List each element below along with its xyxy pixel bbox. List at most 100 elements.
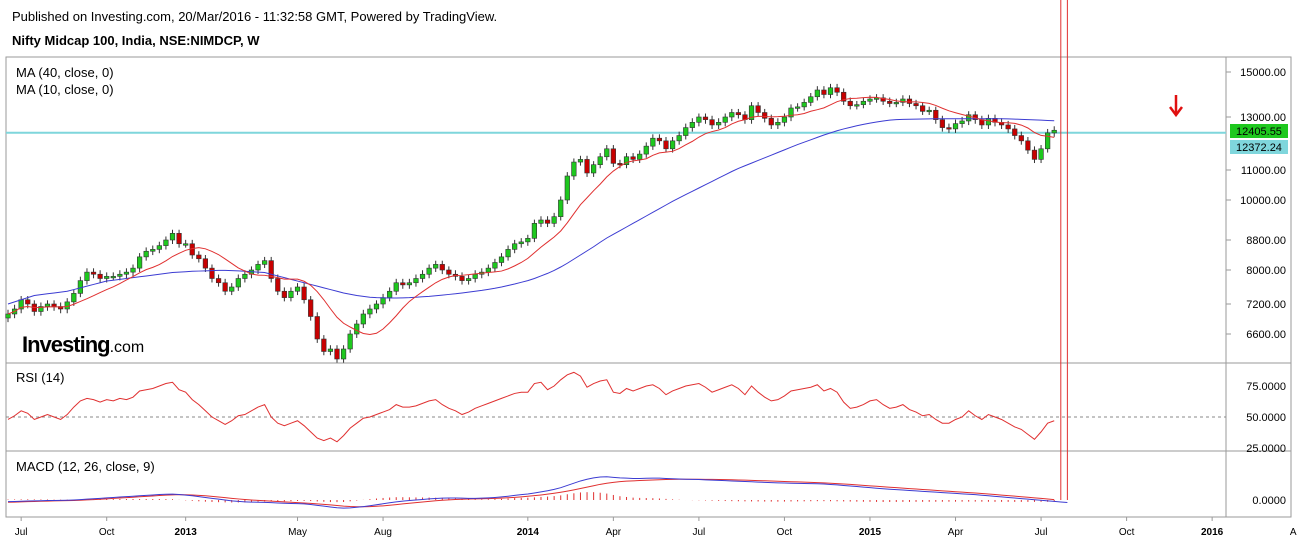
candle	[729, 108, 735, 122]
candle	[709, 115, 715, 129]
chart-frame	[5, 56, 1292, 518]
candle	[735, 108, 741, 119]
candle	[202, 255, 209, 272]
price-tick-label: 8800.00	[1246, 235, 1286, 247]
candle	[18, 296, 24, 314]
candle	[222, 278, 228, 296]
published-note: Published on Investing.com, 20/Mar/2016 …	[12, 9, 498, 24]
candle	[558, 196, 564, 221]
candle	[952, 119, 959, 133]
price-tick-label: 11000.00	[1241, 165, 1286, 177]
candle	[492, 258, 498, 272]
symbol-title: Nifty Midcap 100, India, NSE:NIMDCP, W	[12, 33, 260, 48]
candle	[58, 302, 64, 314]
candle	[97, 270, 103, 283]
candle	[966, 111, 972, 126]
candle	[860, 97, 866, 109]
candle	[702, 113, 709, 124]
candle	[380, 293, 386, 309]
ma10-legend: MA (10, close, 0)	[16, 82, 114, 97]
candle	[242, 270, 248, 283]
candle	[788, 104, 794, 122]
candle	[998, 118, 1005, 129]
date-tick-label: Aug	[374, 527, 392, 538]
candle	[762, 108, 768, 123]
candle	[775, 118, 781, 129]
candle	[689, 118, 695, 132]
candle	[308, 296, 314, 321]
candle	[84, 268, 90, 285]
candle	[137, 253, 143, 272]
candle	[262, 256, 268, 269]
candle	[71, 289, 77, 306]
last-price-label: 12405.55	[1236, 126, 1282, 138]
candle	[873, 94, 880, 103]
price-tick-label: 8000.00	[1246, 265, 1286, 277]
candlestick-series	[5, 83, 1057, 363]
date-tick-label: 2016	[1201, 527, 1224, 538]
date-tick-label: Jul	[693, 527, 706, 538]
candle	[748, 102, 755, 124]
candle	[512, 239, 518, 254]
candle	[215, 274, 222, 287]
candle	[485, 264, 491, 277]
ma-price-badge	[1230, 140, 1288, 154]
candle	[334, 345, 340, 363]
date-tick-label: Jul	[15, 527, 28, 538]
candle	[643, 142, 649, 158]
price-tick-label: 13000.00	[1240, 112, 1286, 124]
price-tick-label: 7200.00	[1246, 299, 1286, 311]
candle	[913, 99, 919, 110]
candle	[742, 111, 748, 124]
candle	[38, 302, 44, 316]
date-tick-label: Oct	[777, 527, 793, 538]
candle	[498, 253, 505, 267]
candle	[623, 153, 630, 169]
date-tick-label: 2014	[517, 527, 540, 538]
candle	[117, 270, 123, 281]
candle	[439, 260, 445, 275]
candle	[755, 102, 761, 117]
candle	[248, 266, 255, 279]
candle	[419, 270, 426, 283]
candle	[696, 113, 702, 127]
price-tick-label: 15000.00	[1240, 67, 1286, 79]
candle	[367, 304, 373, 319]
price-axis-ticks: 15000.00 13000.00 11000.00 10000.00 8800.00 8…	[1226, 67, 1286, 341]
candle	[794, 103, 801, 112]
candle	[716, 118, 722, 129]
ma-price-label: 12372.24	[1236, 142, 1282, 154]
candle	[656, 134, 663, 145]
candle	[446, 266, 452, 279]
candle	[985, 114, 992, 129]
candle	[814, 86, 820, 101]
candle	[31, 300, 37, 316]
date-tick-label: 2013	[175, 527, 198, 538]
candle	[939, 115, 945, 132]
candle	[340, 345, 347, 363]
candle	[722, 113, 728, 127]
candle	[564, 172, 570, 204]
candle	[229, 283, 235, 296]
candle	[893, 98, 899, 108]
candle	[1038, 145, 1044, 164]
macd-line	[7, 476, 1068, 509]
candle	[301, 283, 307, 304]
date-axis: Jul Oct 2013 May Aug 2014 Apr Jul Oct 2015 Apr Jul O…	[15, 517, 1297, 538]
date-tick-label: Oct	[1119, 527, 1135, 538]
candle	[880, 94, 886, 105]
candle	[235, 274, 241, 291]
candle	[518, 238, 524, 248]
candle	[801, 98, 807, 111]
candle	[110, 272, 116, 281]
candle	[321, 335, 327, 356]
candle	[946, 123, 952, 133]
candle	[44, 300, 51, 311]
date-tick-label: Apr	[1290, 527, 1297, 538]
candle	[584, 155, 590, 177]
ma40-legend: MA (40, close, 0)	[16, 65, 114, 80]
date-tick-label: 2015	[859, 527, 882, 538]
rsi-tick-label: 75.0000	[1246, 381, 1286, 393]
date-tick-label: Apr	[606, 527, 622, 538]
